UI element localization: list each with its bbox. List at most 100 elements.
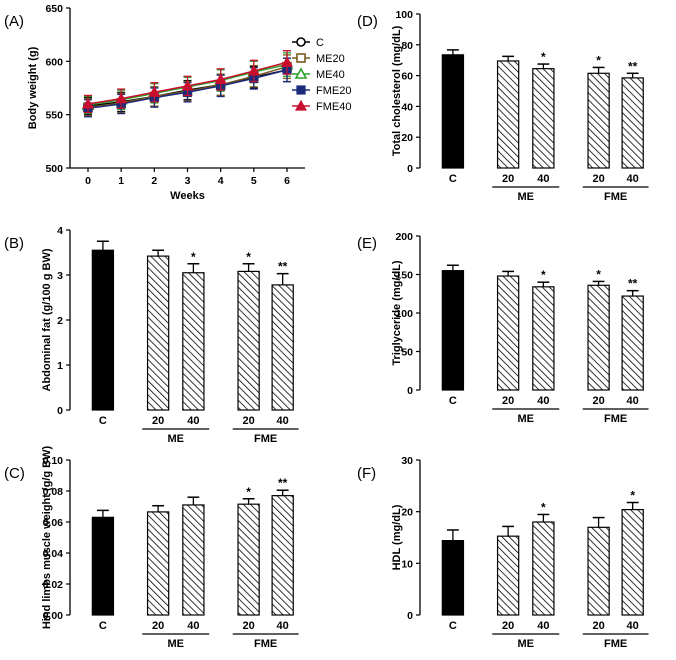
marker-filled-triangle xyxy=(115,92,128,104)
significance-mark: ** xyxy=(628,277,638,291)
category-label: 40 xyxy=(277,415,289,427)
y-tick-label: 500 xyxy=(45,163,63,175)
group-label: FME xyxy=(604,638,627,650)
group-label: FME xyxy=(604,413,627,425)
significance-mark: * xyxy=(630,489,635,503)
bar-treatment xyxy=(587,284,610,391)
bar-treatment xyxy=(532,68,555,169)
x-tick-label: 4 xyxy=(218,175,224,187)
y-tick-label: 60 xyxy=(401,71,413,83)
category-label: 20 xyxy=(502,395,514,407)
category-label: C xyxy=(99,415,107,427)
y-tick-label: 0 xyxy=(57,405,63,417)
panel-B: (B) 0 1 2 3 4 Abdominal fat (g/100 g BW) C 20 * 40… xyxy=(4,225,299,445)
category-label: C xyxy=(449,173,457,185)
group-label: FME xyxy=(254,433,277,445)
bar-treatment xyxy=(532,286,555,391)
significance-mark: * xyxy=(541,268,546,282)
significance-mark: * xyxy=(246,250,251,264)
y-tick-label: 0.10 xyxy=(43,455,64,467)
category-label: 40 xyxy=(627,620,639,632)
y-tick-label: 0 xyxy=(407,610,413,622)
bar-treatment xyxy=(587,72,610,169)
y-axis-title: HDL (mg/dL) xyxy=(391,504,403,570)
panel-label: (F) xyxy=(357,465,376,482)
significance-mark: ** xyxy=(278,476,288,490)
bar-treatment xyxy=(621,295,644,391)
category-label: 20 xyxy=(502,173,514,185)
y-axis-title: Abdominal fat (g/100 g BW) xyxy=(41,248,53,391)
bar-treatment xyxy=(271,495,294,616)
category-label: C xyxy=(99,620,107,632)
x-tick-label: 5 xyxy=(251,175,257,187)
y-axis-title: Triglyceride (mg/dL) xyxy=(391,260,403,365)
category-label: 40 xyxy=(187,620,199,632)
y-tick-label: 0.04 xyxy=(43,548,64,560)
marker-filled-triangle xyxy=(247,64,260,76)
group-label: ME xyxy=(518,638,535,650)
y-tick-label: 0.02 xyxy=(43,579,64,591)
panel-label: (B) xyxy=(4,235,24,252)
panel-label: (A) xyxy=(4,13,24,30)
legend: C ME20 ME40 FME20 FME40 xyxy=(292,37,351,113)
marker-open-square xyxy=(296,53,306,63)
x-axis-title: Weeks xyxy=(170,190,205,202)
x-tick-label: 3 xyxy=(185,175,191,187)
y-tick-label: 100 xyxy=(395,308,413,320)
y-tick-label: 4 xyxy=(57,225,63,237)
significance-mark: ** xyxy=(278,260,288,274)
y-tick-label: 20 xyxy=(401,132,413,144)
marker-filled-triangle xyxy=(148,86,161,97)
category-label: 20 xyxy=(502,620,514,632)
category-label: 20 xyxy=(242,620,254,632)
category-label: 40 xyxy=(627,395,639,407)
y-tick-label: 1 xyxy=(57,360,63,372)
group-label: ME xyxy=(168,433,185,445)
marker-filled-triangle xyxy=(181,79,194,91)
series-fme40 xyxy=(81,50,294,114)
bar-control xyxy=(441,54,465,169)
marker-filled-triangle xyxy=(81,97,95,109)
x-tick-label: 2 xyxy=(151,175,157,187)
y-tick-label: 0.08 xyxy=(43,486,64,498)
group-label: FME xyxy=(604,191,627,203)
legend-label: ME40 xyxy=(316,69,345,81)
significance-mark: * xyxy=(541,500,546,514)
y-axis-title: Total cholesterol (mg/dL) xyxy=(391,25,403,156)
panel-label: (E) xyxy=(357,235,377,252)
category-label: 20 xyxy=(242,415,254,427)
y-tick-label: 3 xyxy=(57,270,63,282)
legend-label: C xyxy=(316,37,324,49)
bar-treatment xyxy=(621,509,644,616)
panel-label: (C) xyxy=(4,465,25,482)
category-label: 20 xyxy=(592,620,604,632)
panel-D: (D) 0 20 40 60 80 100 Total cholesterol (mg/dL)… xyxy=(357,9,649,203)
category-label: 20 xyxy=(592,395,604,407)
y-tick-label: 600 xyxy=(45,56,63,68)
y-tick-label: 0.00 xyxy=(43,610,64,622)
bar-control xyxy=(91,516,115,616)
marker-filled-triangle xyxy=(214,73,227,85)
y-tick-label: 0 xyxy=(407,163,413,175)
bar-treatment xyxy=(182,504,205,616)
category-label: 20 xyxy=(592,173,604,185)
bar-treatment xyxy=(271,284,294,411)
legend-label: ME20 xyxy=(316,53,345,65)
y-tick-label: 40 xyxy=(401,101,413,113)
significance-mark: * xyxy=(596,267,601,281)
bar-treatment xyxy=(496,275,520,391)
category-label: 40 xyxy=(537,173,549,185)
significance-mark: ** xyxy=(628,59,638,73)
category-label: 40 xyxy=(277,620,289,632)
y-tick-label: 50 xyxy=(401,347,413,359)
bar-treatment xyxy=(182,272,205,411)
y-tick-label: 550 xyxy=(45,110,63,122)
x-tick-label: 0 xyxy=(85,175,91,187)
bar-control xyxy=(441,270,465,391)
category-label: 20 xyxy=(152,415,164,427)
y-axis-title: Body weight (g) xyxy=(27,46,39,129)
y-tick-label: 150 xyxy=(395,270,413,282)
marker-filled-square xyxy=(296,85,306,95)
